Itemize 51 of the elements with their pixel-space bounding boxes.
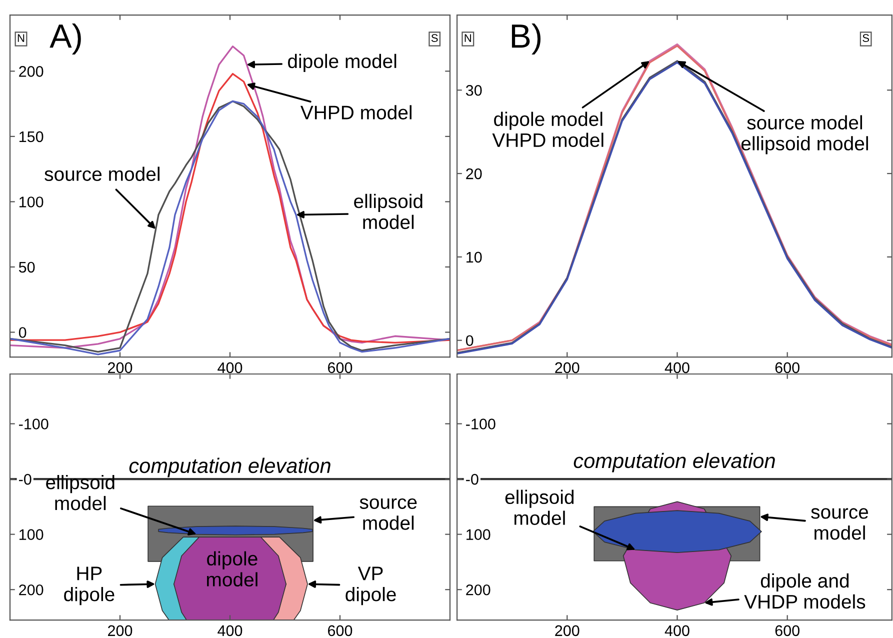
y-tick-label: 150 [20, 131, 44, 142]
y-tick-label: 50 [18, 262, 35, 273]
x-tick-label: 400 [218, 625, 242, 636]
y-tick-label: -0 [19, 474, 32, 485]
ref-line-label: computation elevation [129, 458, 330, 478]
x-tick-label: 200 [108, 625, 132, 636]
annotation: dipole model [207, 551, 258, 586]
x-tick-label: 200 [108, 362, 132, 374]
y-tick-label: 0 [18, 327, 26, 338]
x-tick-label: 600 [775, 362, 800, 374]
x-tick-label: 600 [328, 362, 352, 374]
annotation: ellipsoid model [505, 490, 574, 525]
y-tick-label: 100 [20, 196, 44, 208]
annotation: N [18, 34, 24, 42]
annotation: ellipsoid model [46, 475, 114, 510]
x-tick-label: 200 [555, 625, 580, 636]
y-tick-label: 200 [19, 66, 44, 77]
annotation: S [862, 34, 870, 42]
annotation: source model [44, 166, 160, 181]
annotation: HP dipole [64, 566, 114, 606]
y-tick-label: 0 [466, 335, 474, 346]
annotation: dipole and VHDP models [744, 573, 866, 609]
y-tick-label: -0 [466, 474, 478, 485]
x-tick-label: 600 [775, 625, 800, 636]
chart-title: B) [512, 23, 540, 55]
annotation: dipole model VHPD model [492, 112, 604, 148]
annotation: N [464, 34, 472, 42]
y-tick-label: -100 [466, 418, 496, 430]
annotation: dipole model [288, 54, 396, 72]
annotation: source model [360, 498, 417, 530]
annotation: S [431, 34, 438, 42]
x-tick-label: 400 [664, 625, 690, 636]
x-tick-label: 400 [218, 362, 242, 374]
annotation: VHPD model [300, 105, 412, 120]
y-tick-label: 200 [19, 584, 44, 596]
x-tick-label: 600 [328, 625, 352, 636]
y-tick-label: 100 [466, 529, 490, 540]
x-tick-label: 200 [555, 362, 580, 374]
annotation: VP dipole [346, 566, 396, 606]
chart-title: A) [50, 23, 81, 55]
y-tick-label: 100 [20, 529, 44, 540]
annotation: source model [811, 508, 868, 540]
y-tick-label: 30 [466, 84, 482, 96]
y-tick-label: 20 [466, 168, 482, 180]
y-tick-label: 10 [466, 252, 482, 263]
annotation: ellipsoid model [354, 194, 422, 230]
y-tick-label: -100 [19, 418, 48, 430]
annotation: source model ellipsoid model [741, 115, 868, 154]
ref-line-label: computation elevation [574, 452, 775, 472]
y-tick-label: 200 [466, 584, 490, 596]
x-tick-label: 400 [664, 362, 690, 374]
